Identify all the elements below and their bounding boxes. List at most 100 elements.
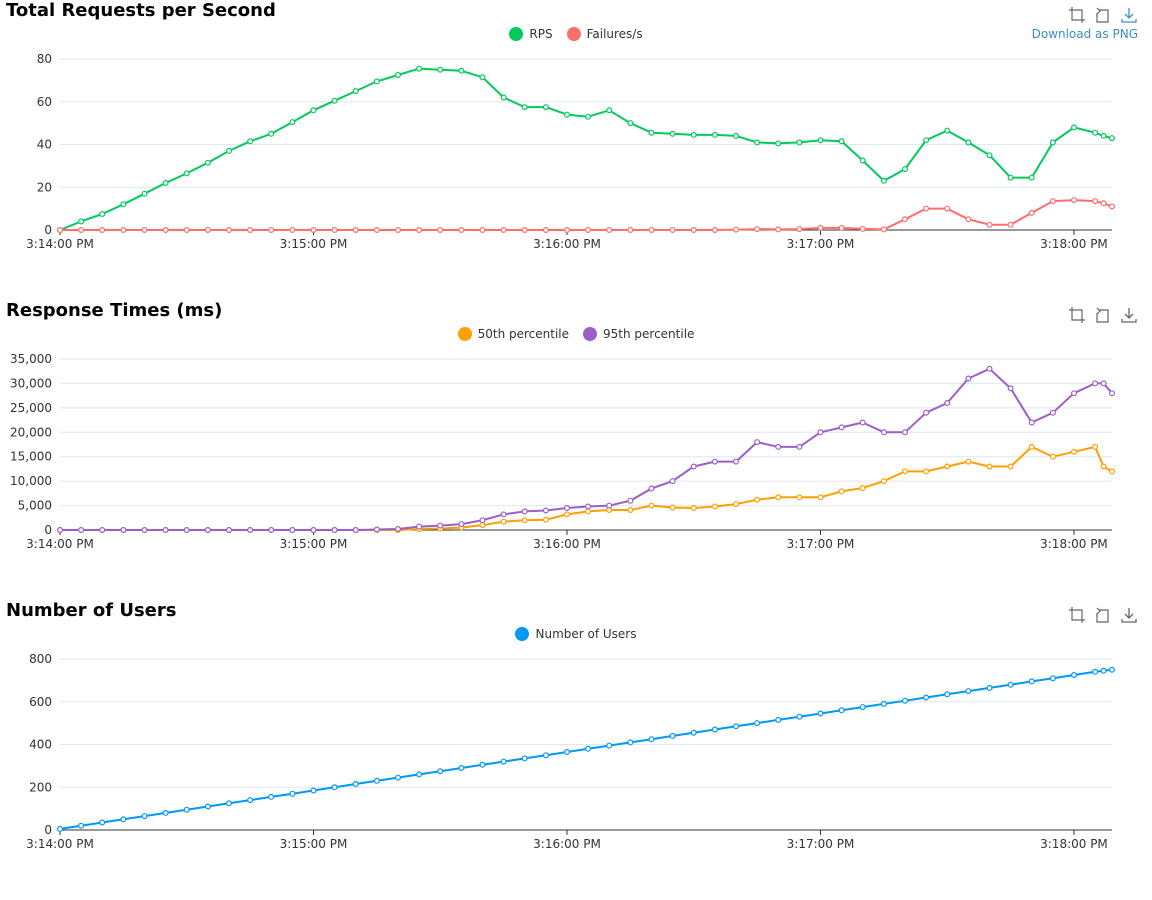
- data-point: [754, 439, 761, 446]
- data-point: [437, 227, 444, 234]
- download-icon[interactable]: [1120, 606, 1138, 624]
- data-point: [542, 227, 549, 234]
- data-point: [437, 522, 444, 529]
- data-point: [838, 424, 845, 431]
- data-point: [986, 221, 993, 228]
- data-point: [817, 224, 824, 231]
- data-point: [395, 227, 402, 234]
- data-point: [289, 227, 296, 234]
- data-point: [1092, 380, 1099, 387]
- data-point: [880, 429, 887, 436]
- y-tick-label: 200: [29, 780, 52, 794]
- data-point: [99, 211, 106, 218]
- data-point: [500, 94, 507, 101]
- data-point: [606, 502, 613, 509]
- chart-legend: RPS Failures/s: [0, 27, 1152, 41]
- zoom-icon[interactable]: [1068, 6, 1086, 24]
- data-point: [1100, 667, 1107, 674]
- data-point: [78, 218, 85, 225]
- data-point: [500, 227, 507, 234]
- data-point: [1108, 390, 1115, 397]
- data-point: [395, 774, 402, 781]
- data-point: [521, 508, 528, 515]
- legend-item-failures[interactable]: Failures/s: [566, 27, 643, 41]
- data-point: [669, 478, 676, 485]
- data-point: [627, 497, 634, 504]
- data-point: [500, 518, 507, 525]
- data-point: [289, 527, 296, 534]
- y-tick-label: 25,000: [10, 401, 52, 415]
- x-tick-label: 3:14:00 PM: [26, 537, 94, 551]
- data-point: [648, 502, 655, 509]
- data-point: [796, 139, 803, 146]
- legend-item-p50[interactable]: 50th percentile: [457, 327, 569, 341]
- data-point: [183, 170, 190, 177]
- data-point: [563, 505, 570, 512]
- x-tick-label: 3:16:00 PM: [533, 237, 601, 251]
- data-point: [690, 729, 697, 736]
- data-point: [775, 140, 782, 147]
- y-tick-label: 400: [29, 738, 52, 752]
- data-point: [880, 478, 887, 485]
- zoom-reset-icon[interactable]: [1094, 306, 1112, 324]
- data-point: [965, 216, 972, 223]
- x-tick-label: 3:17:00 PM: [787, 237, 855, 251]
- zoom-reset-icon[interactable]: [1094, 6, 1112, 24]
- data-point: [986, 365, 993, 372]
- data-point: [1028, 678, 1035, 685]
- data-point: [56, 825, 63, 832]
- data-point: [986, 152, 993, 159]
- x-tick-label: 3:18:00 PM: [1040, 837, 1108, 851]
- zoom-icon[interactable]: [1068, 606, 1086, 624]
- zoom-icon[interactable]: [1068, 306, 1086, 324]
- x-tick-label: 3:16:00 PM: [533, 837, 601, 851]
- data-point: [479, 522, 486, 529]
- data-point: [669, 227, 676, 234]
- download-tooltip: Download as PNG: [1031, 27, 1138, 41]
- data-point: [901, 468, 908, 475]
- data-point: [1100, 200, 1107, 207]
- data-point: [458, 521, 465, 528]
- data-point: [817, 429, 824, 436]
- download-icon[interactable]: [1120, 306, 1138, 324]
- y-tick-label: 20: [37, 180, 52, 194]
- data-point: [78, 527, 85, 534]
- y-tick-label: 0: [44, 523, 52, 537]
- data-point: [373, 526, 380, 533]
- y-tick-label: 800: [29, 652, 52, 666]
- data-point: [1092, 198, 1099, 205]
- series-line: [60, 367, 1113, 531]
- data-point: [648, 129, 655, 136]
- data-point: [99, 527, 106, 534]
- y-tick-label: 0: [44, 223, 52, 237]
- legend-item-p95[interactable]: 95th percentile: [583, 327, 694, 341]
- data-point: [690, 227, 697, 234]
- data-point: [986, 463, 993, 470]
- data-point: [563, 511, 570, 518]
- data-point: [859, 157, 866, 164]
- data-point: [542, 752, 549, 759]
- legend-item-users[interactable]: Number of Users: [515, 627, 637, 641]
- y-tick-label: 5,000: [18, 499, 52, 513]
- data-point: [732, 132, 739, 139]
- data-point: [162, 227, 169, 234]
- download-icon[interactable]: [1120, 6, 1138, 24]
- data-point: [542, 507, 549, 514]
- data-point: [627, 120, 634, 127]
- data-point: [1070, 448, 1077, 455]
- data-point: [416, 523, 423, 530]
- data-point: [901, 166, 908, 173]
- zoom-reset-icon[interactable]: [1094, 606, 1112, 624]
- x-tick-label: 3:15:00 PM: [280, 537, 348, 551]
- legend-item-rps[interactable]: RPS: [509, 27, 553, 41]
- chart-legend: 50th percentile 95th percentile: [0, 327, 1152, 341]
- data-point: [859, 485, 866, 492]
- data-point: [965, 688, 972, 695]
- chart-legend: Number of Users: [0, 627, 1152, 641]
- y-tick-label: 0: [44, 823, 52, 837]
- data-point: [627, 227, 634, 234]
- x-tick-label: 3:17:00 PM: [787, 537, 855, 551]
- y-tick-label: 30,000: [10, 376, 52, 390]
- data-point: [690, 131, 697, 138]
- data-point: [521, 227, 528, 234]
